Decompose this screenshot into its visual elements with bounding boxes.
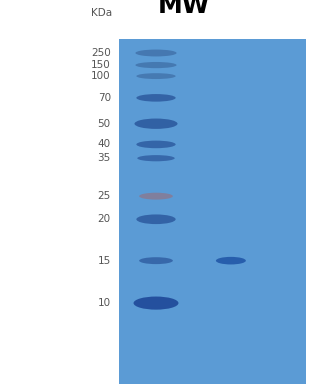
Text: MW: MW — [158, 0, 210, 18]
Text: 50: 50 — [98, 119, 111, 129]
Ellipse shape — [135, 49, 177, 56]
Text: 150: 150 — [91, 60, 111, 70]
Text: 70: 70 — [98, 93, 111, 103]
Text: KDa: KDa — [91, 7, 112, 18]
Ellipse shape — [136, 94, 176, 102]
Ellipse shape — [139, 193, 173, 200]
Text: 25: 25 — [98, 191, 111, 201]
Text: 100: 100 — [91, 71, 111, 81]
Text: 250: 250 — [91, 48, 111, 58]
Ellipse shape — [137, 155, 175, 162]
Ellipse shape — [134, 118, 178, 129]
Ellipse shape — [135, 62, 177, 68]
Ellipse shape — [139, 257, 173, 264]
Ellipse shape — [136, 214, 176, 224]
Text: 40: 40 — [98, 140, 111, 149]
Ellipse shape — [136, 141, 176, 148]
Text: 20: 20 — [98, 214, 111, 224]
Ellipse shape — [136, 73, 176, 79]
Ellipse shape — [216, 257, 246, 265]
Bar — [119, 39, 306, 384]
Text: 35: 35 — [98, 153, 111, 163]
Text: 10: 10 — [98, 298, 111, 308]
Text: 15: 15 — [98, 256, 111, 266]
Ellipse shape — [134, 296, 178, 310]
